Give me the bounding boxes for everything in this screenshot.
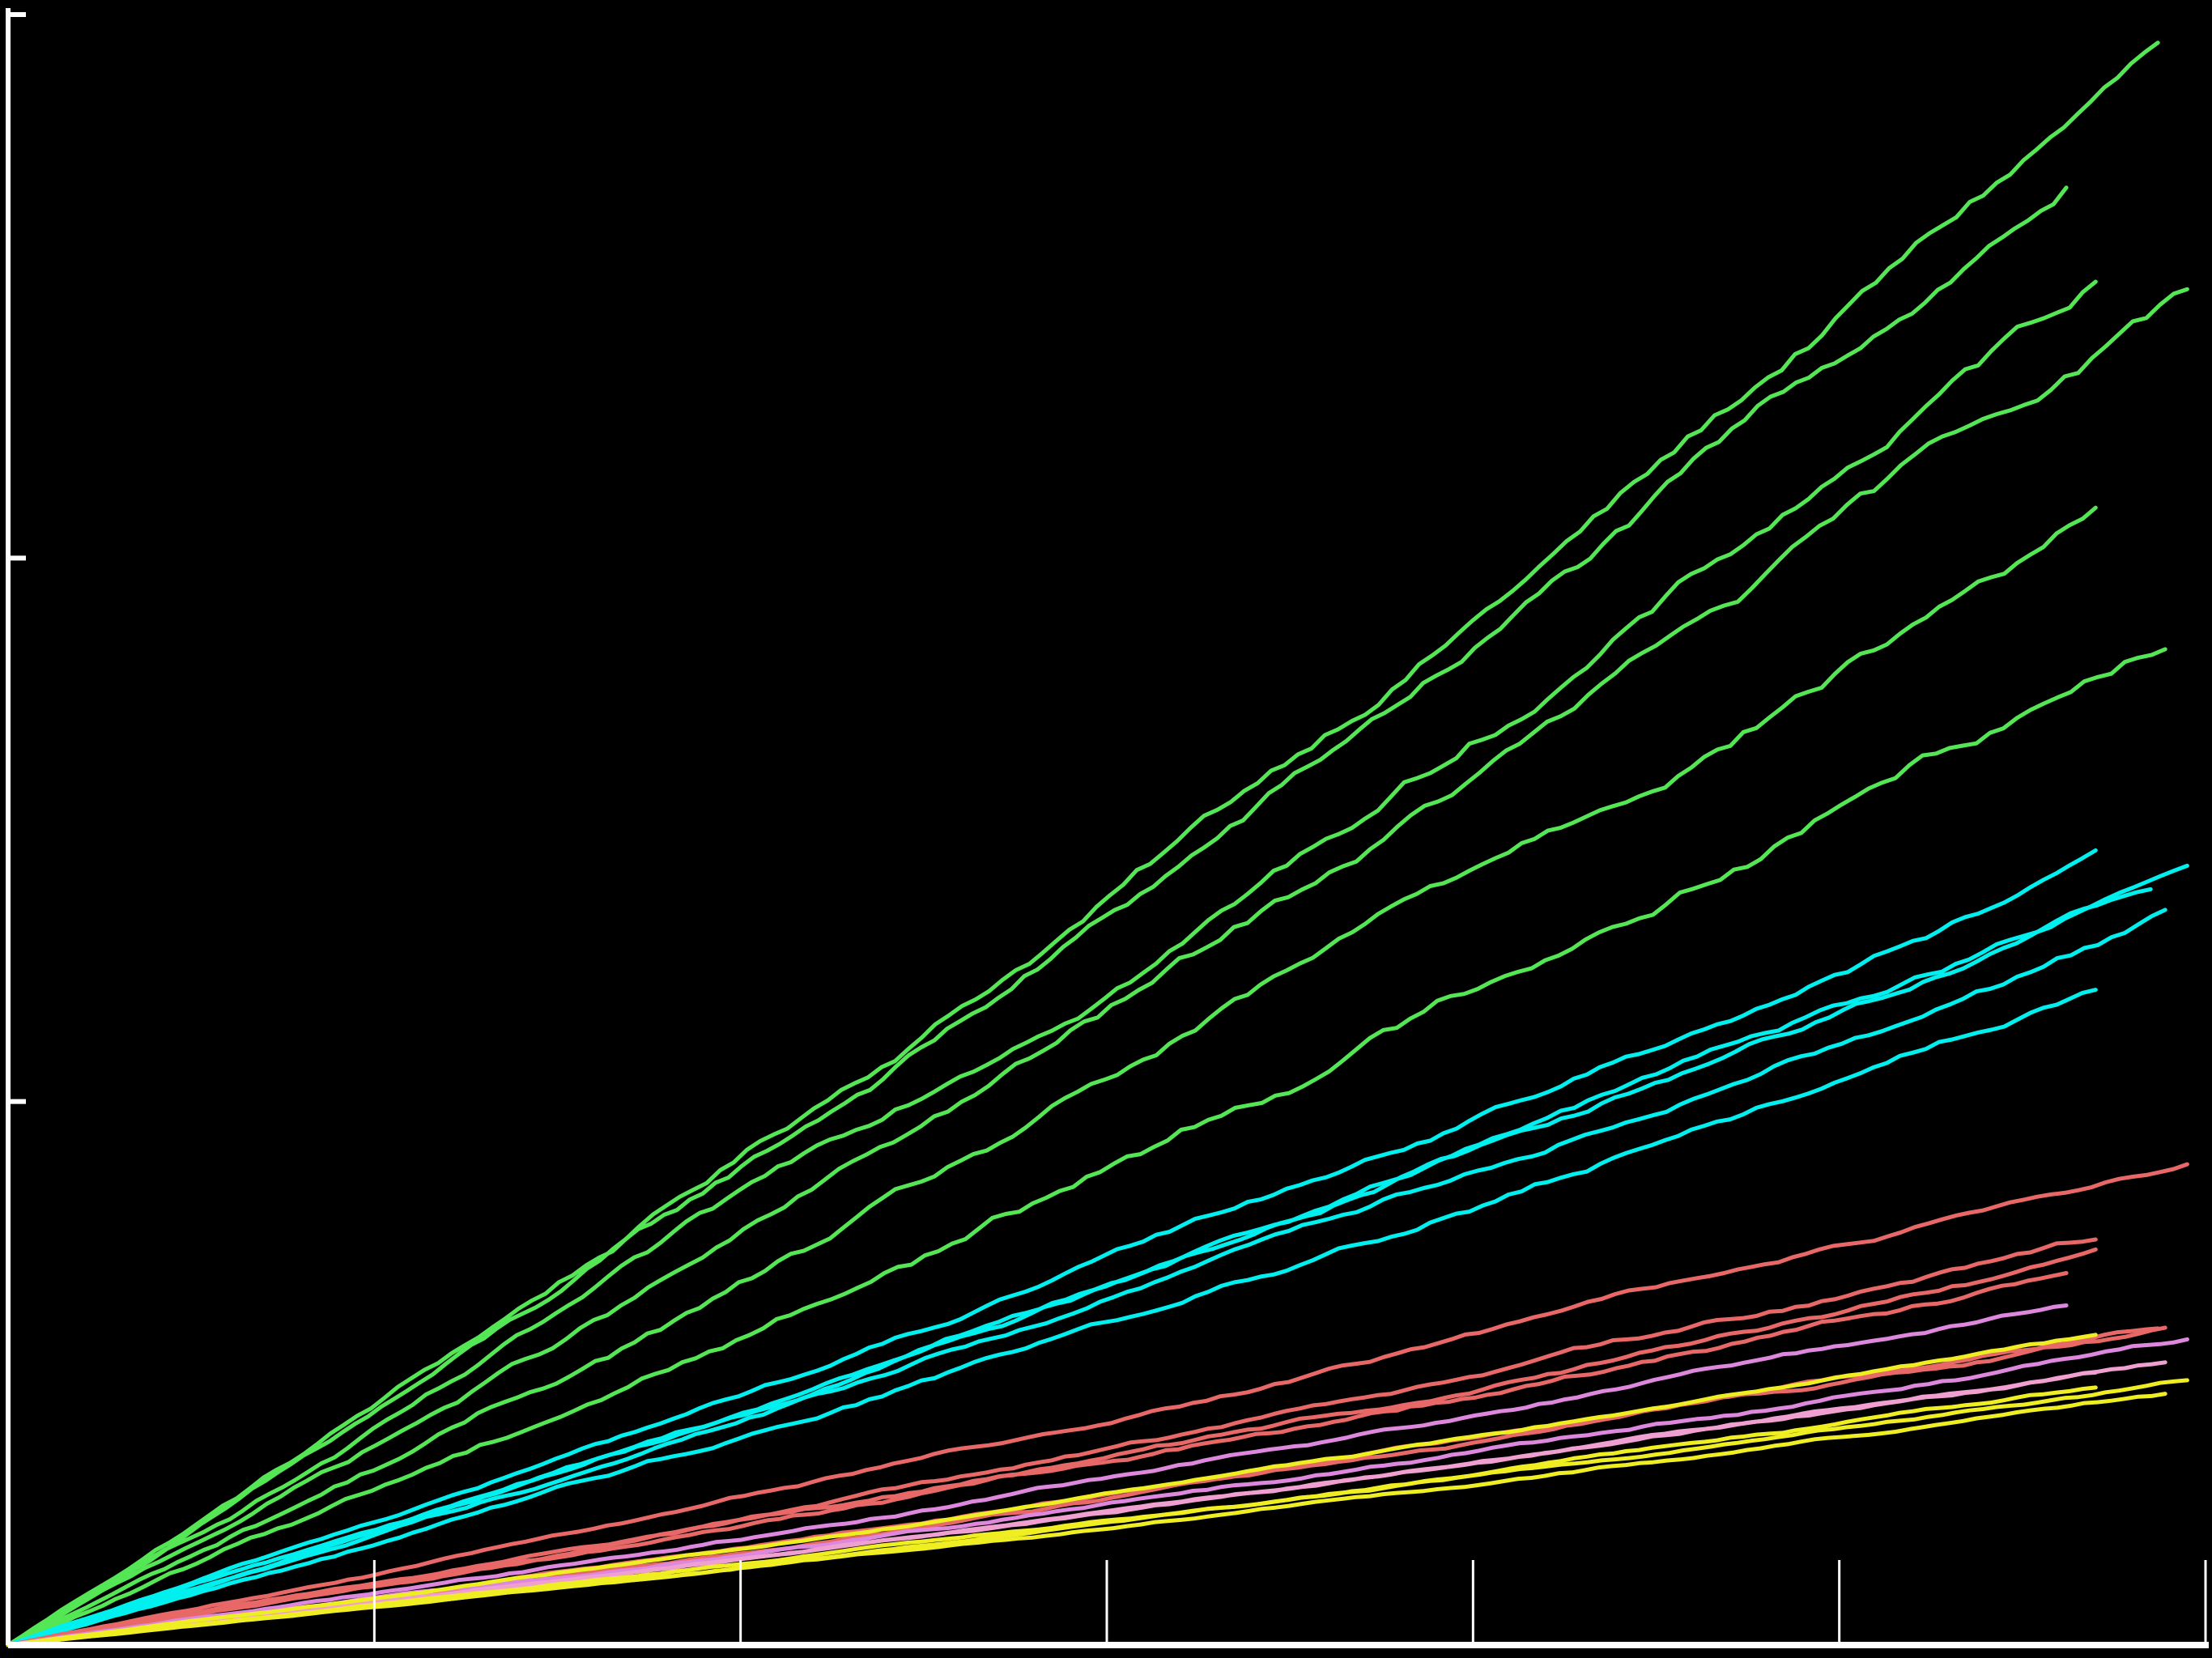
series-line-13 (6, 1237, 2098, 1647)
series-line-10 (6, 908, 2167, 1647)
series-line-21 (6, 1370, 2098, 1647)
series-line-6 (6, 647, 2167, 1647)
series-line-7 (6, 848, 2098, 1647)
axis-layer (6, 8, 2209, 1648)
series-line-11 (6, 988, 2098, 1647)
series-line-9 (6, 886, 2153, 1647)
series-line-12 (6, 1162, 2189, 1647)
series-line-4 (6, 287, 2189, 1647)
series-line-18 (6, 1303, 2069, 1647)
series-layer (6, 40, 2189, 1647)
series-line-3 (6, 279, 2098, 1647)
series-line-15 (6, 1271, 2069, 1647)
series-line-22 (6, 1333, 2098, 1647)
series-line-2 (6, 185, 2069, 1647)
series-line-25 (6, 1385, 2098, 1647)
series-line-1 (6, 40, 2160, 1647)
series-line-5 (6, 505, 2098, 1647)
